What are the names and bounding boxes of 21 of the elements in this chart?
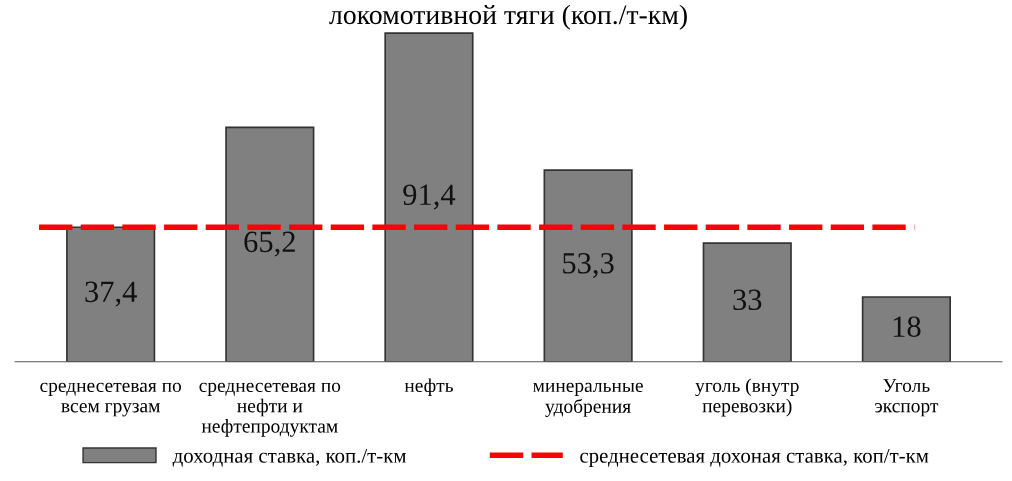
data-label: 37,4 — [85, 281, 137, 307]
bar — [66, 226, 156, 362]
bar — [384, 32, 474, 362]
x-tick-label: нефть — [404, 378, 453, 397]
x-tick-label: минеральные удобрения — [533, 382, 643, 417]
bar — [702, 242, 792, 362]
data-label: 53,3 — [563, 253, 614, 278]
data-label: 33 — [733, 289, 762, 311]
x-tick-label: среднесетевая по нефти и нефтепродуктам — [199, 382, 341, 437]
x-tick-label: Уголь экспорт — [875, 379, 939, 417]
bar — [543, 169, 633, 362]
data-label: 91,4 — [403, 184, 456, 210]
bar — [861, 296, 951, 362]
chart-title: локомотивной тяги (коп./т-км) — [329, 4, 687, 30]
x-tick-label: среднесетевая по всем грузам — [40, 382, 182, 417]
data-label: 65,2 — [244, 231, 295, 257]
legend-label: среднесетевая дохоная ставка, коп/т-км — [580, 448, 929, 468]
x-tick-label: уголь (внутр перевозки) — [695, 378, 799, 417]
bar — [225, 126, 315, 362]
data-label: 18 — [893, 316, 921, 337]
legend-label: доходная ставка, коп./т-км — [172, 448, 407, 467]
